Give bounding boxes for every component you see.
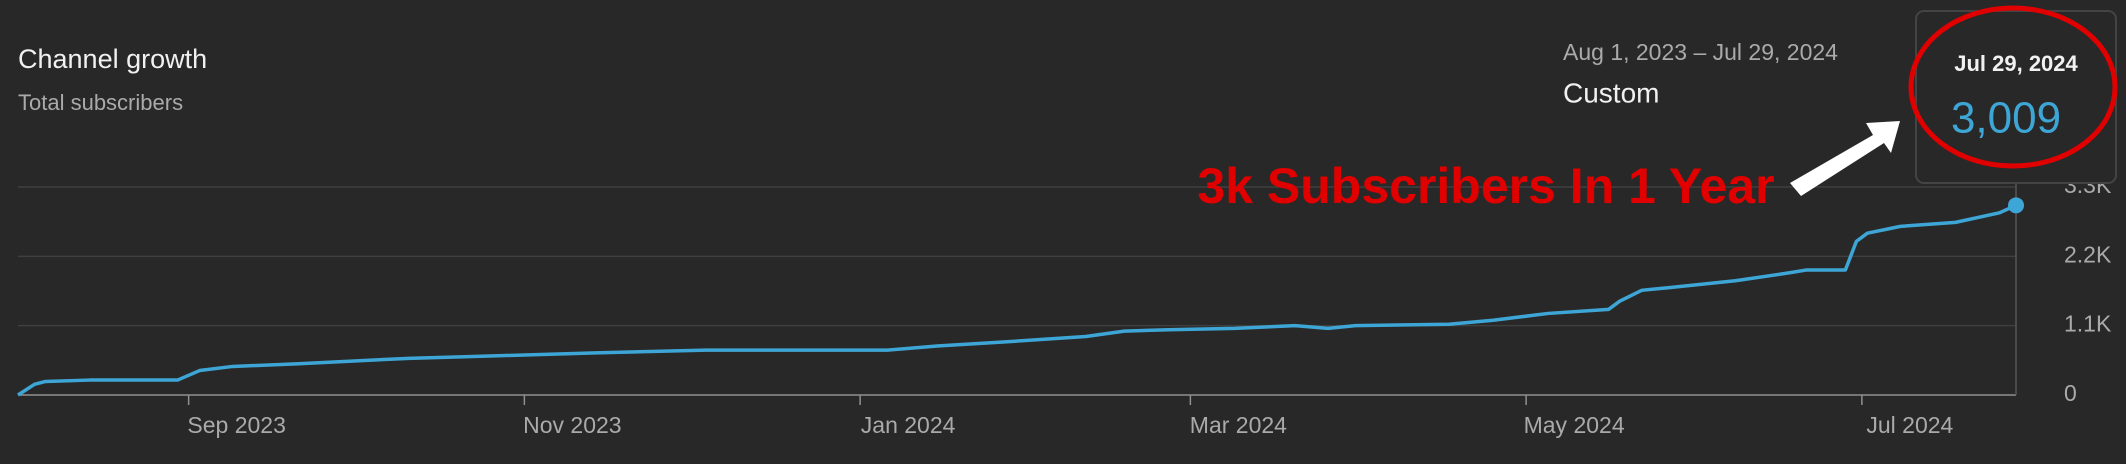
- x-tick-label: Sep 2023: [187, 412, 285, 438]
- period[interactable]: Custom: [1563, 77, 1659, 108]
- tooltip-date: Jul 29, 2024: [1954, 51, 2078, 76]
- date-range[interactable]: Aug 1, 2023 – Jul 29, 2024: [1563, 39, 1838, 65]
- y-tick-label: 0: [2064, 380, 2077, 406]
- y-tick-label: 2.2K: [2064, 241, 2112, 267]
- x-tick-label: Mar 2024: [1190, 412, 1287, 438]
- tooltip-value: 3,009: [1951, 94, 2061, 143]
- chart-title: Channel growth: [18, 44, 207, 74]
- x-tick-label: Jan 2024: [861, 412, 956, 438]
- chart-subtitle: Total subscribers: [18, 90, 183, 115]
- x-tick-label: Nov 2023: [523, 412, 621, 438]
- annotation: 3k Subscribers In 1 Year: [1197, 158, 1774, 214]
- highlight-circle: [1908, 5, 2118, 169]
- series-line: [17, 203, 2017, 397]
- end-point: [2008, 197, 2024, 214]
- arrow: [1790, 121, 1900, 196]
- x-tick-label: Jul 2024: [1866, 412, 1953, 438]
- y-tick-label: 1.1K: [2064, 311, 2112, 337]
- x-tick-label: May 2024: [1524, 412, 1625, 438]
